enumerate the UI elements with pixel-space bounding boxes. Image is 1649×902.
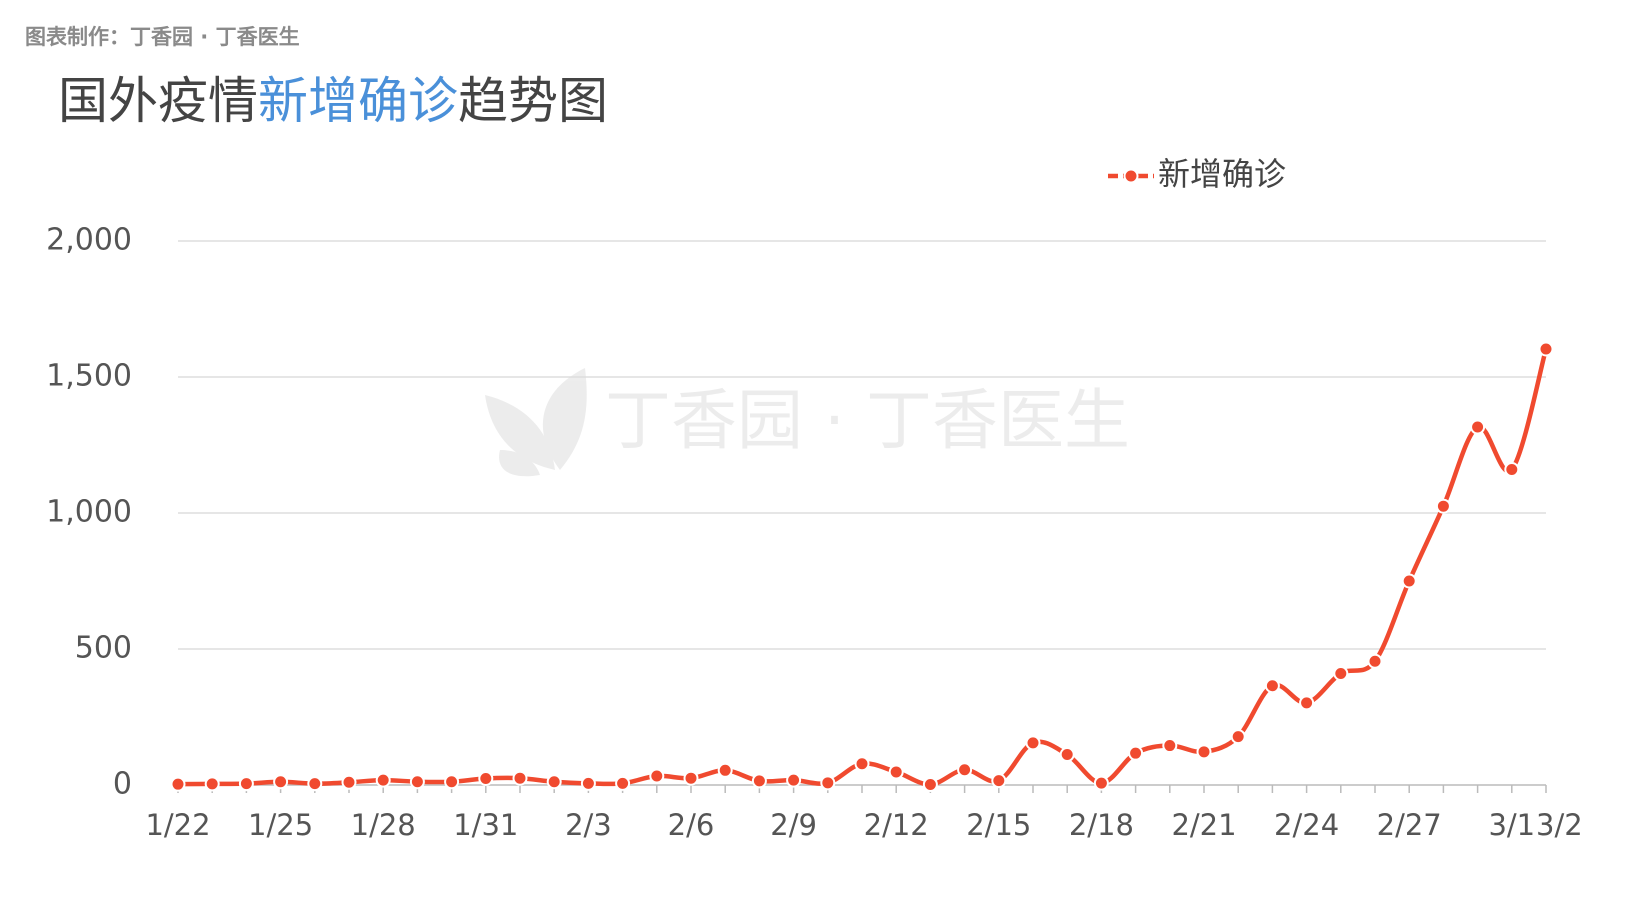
x-tick-label: 2/9 [770,808,817,842]
point [820,775,836,791]
source: 图表制作：丁香园 · 丁香医生 [25,25,300,49]
point [1299,695,1315,711]
title-part: 新增确诊 [258,72,458,130]
x-tick-label: 2/15 [966,808,1031,842]
point [546,774,562,790]
point [1025,735,1041,751]
point [1093,775,1109,791]
point [478,770,494,786]
point [170,776,186,792]
y-tick-label: 0 [113,767,132,802]
point [375,772,391,788]
x-tick-label: 2/18 [1069,808,1134,842]
y-tick-label: 500 [75,631,132,666]
point [888,764,904,780]
point [991,773,1007,789]
point [341,774,357,790]
title-part: 国外疫情 [58,72,258,130]
y-tick-label: 1,000 [46,495,132,530]
title-part: 趋势图 [458,72,608,130]
point [649,768,665,784]
point [1538,341,1554,357]
point [204,776,220,792]
point [409,774,425,790]
chart-title: 国外疫情新增确诊趋势图 [58,72,608,130]
legend-marker [1123,168,1139,184]
point [922,776,938,792]
x-tick-label: 2/27 [1377,808,1442,842]
point [957,762,973,778]
point [580,775,596,791]
y-tick-label: 1,500 [46,359,132,394]
point [307,776,323,792]
x-tick-label: 3/1 [1488,808,1535,842]
point [512,770,528,786]
watermark: 丁香园 · 丁香医生 [605,382,1130,459]
x-tick-label: 2/21 [1171,808,1236,842]
point [786,772,802,788]
point [1230,729,1246,745]
point [1059,747,1075,763]
x-tick-label: 1/28 [351,808,416,842]
point [444,774,460,790]
point [615,775,631,791]
point [1162,738,1178,754]
watermark-logo [485,368,587,477]
y-tick-label: 2,000 [46,223,132,258]
point [854,756,870,772]
x-tick-label: 2/6 [668,808,715,842]
point [1504,461,1520,477]
legend-label: 新增确诊 [1158,155,1286,193]
point [1401,573,1417,589]
point [717,762,733,778]
x-tick-label: 2/12 [864,808,929,842]
point [238,776,254,792]
x-tick-label: 1/25 [248,808,313,842]
point [751,773,767,789]
point [1435,498,1451,514]
x-tick-label: 1/22 [145,808,210,842]
x-tick-label: 2/3 [565,808,612,842]
x-tick-label: 3/2 [1536,808,1583,842]
point [1196,744,1212,760]
x-tick-label: 1/31 [453,808,518,842]
point [1470,419,1486,435]
point [1128,745,1144,761]
point [683,770,699,786]
point [273,774,289,790]
point [1264,678,1280,694]
point [1333,665,1349,681]
point [1367,653,1383,669]
x-tick-label: 2/24 [1274,808,1339,842]
